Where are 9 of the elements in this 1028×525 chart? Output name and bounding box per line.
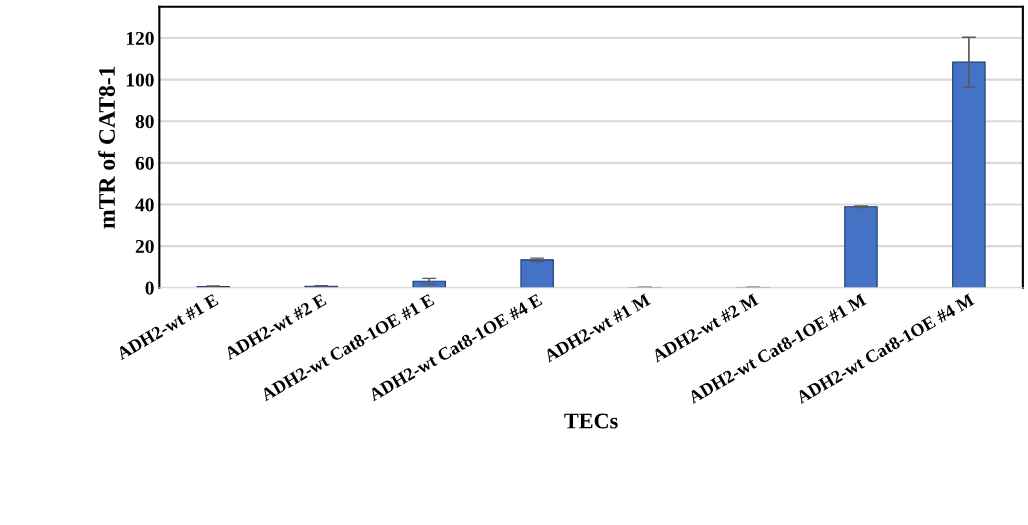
x-axis-title: TECs: [564, 413, 618, 429]
y-tick-label: 100: [126, 73, 154, 87]
y-tick-label: 0: [145, 281, 154, 295]
y-tick-label: 120: [126, 31, 154, 45]
y-tick-label: 60: [135, 156, 154, 170]
y-tick-label: 40: [135, 198, 154, 212]
y-tick-label: 80: [135, 115, 154, 129]
y-axis-title: mTR of CAT8-1: [98, 66, 115, 229]
y-tick-label: 20: [135, 239, 154, 254]
